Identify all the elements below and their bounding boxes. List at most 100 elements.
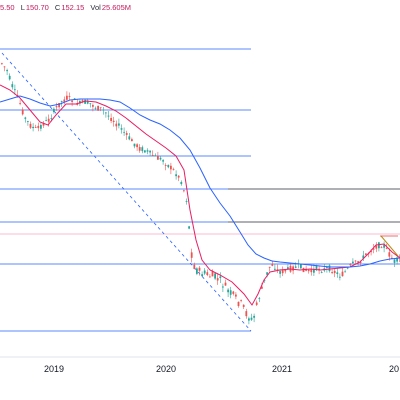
candle-body (24, 117, 27, 119)
candle-body (63, 99, 66, 102)
candle-body (162, 160, 164, 162)
x-axis: 2019 2020 2021 20 (0, 356, 400, 374)
candle-body (84, 99, 86, 104)
candle-body (237, 301, 240, 307)
candle-body (326, 267, 328, 268)
candle-body (6, 70, 8, 72)
candle-body (115, 123, 118, 127)
candle-body (266, 272, 268, 275)
candle-body (219, 276, 222, 279)
candle-body (203, 270, 206, 274)
candle-body (310, 268, 313, 273)
candle-body (271, 264, 274, 266)
candle-body (307, 269, 310, 272)
candle-body (172, 169, 175, 171)
candle-body (120, 128, 123, 130)
candle-body (385, 247, 388, 249)
x-tick-label: 2019 (44, 364, 64, 374)
candle-body (333, 270, 336, 274)
close-label: C (54, 3, 61, 12)
candle-body (131, 139, 133, 142)
candle-body (281, 269, 284, 274)
candle-body (206, 272, 209, 276)
candle-body (11, 84, 14, 88)
candle-body (32, 126, 34, 129)
vol-value: 25.605M (101, 3, 132, 12)
grid-area (0, 48, 400, 332)
open-value: 5.50 (0, 3, 15, 12)
candle-body (86, 100, 89, 104)
candle-body (99, 107, 102, 109)
candle-body (336, 272, 339, 274)
candle-body (274, 268, 276, 270)
candle-body (227, 289, 229, 293)
candle-body (370, 251, 372, 253)
candle-body (8, 75, 11, 80)
candle-body (268, 266, 271, 268)
low-value: 150.70 (25, 3, 49, 12)
fib-trend-line (1, 52, 252, 332)
candle-body (232, 291, 235, 294)
candle-body (341, 271, 344, 277)
candle-body (362, 255, 365, 259)
candle-body (344, 271, 346, 273)
candle-body (224, 282, 227, 286)
candle-body (89, 103, 92, 105)
candle-body (110, 117, 112, 122)
header-fragment: +3 (0, 0, 7, 2)
candle-body (164, 165, 167, 166)
candle-body (349, 264, 352, 266)
candle-body (222, 286, 224, 288)
candle-body (94, 107, 97, 109)
candle-body (315, 265, 318, 270)
candle-body (133, 143, 136, 147)
candle-body (180, 181, 183, 185)
candle-body (359, 262, 362, 264)
candle-body (383, 244, 385, 248)
candle-body (141, 147, 144, 152)
candle-body (242, 304, 245, 307)
candle-body (391, 257, 393, 259)
candle-body (229, 290, 232, 295)
candle-body (380, 247, 383, 249)
candle-body (198, 267, 201, 271)
candle-body (97, 105, 99, 111)
candle-body (27, 121, 29, 122)
candle-body (248, 318, 250, 321)
candle-body (255, 302, 258, 305)
candle-body (284, 269, 287, 272)
candle-body (175, 174, 177, 177)
candle-body (372, 248, 375, 250)
candle-body (253, 315, 255, 318)
candle-body (50, 118, 53, 119)
candle-body (214, 273, 216, 279)
candle-body (58, 103, 60, 108)
candle-body (157, 156, 159, 160)
candle-body (53, 108, 55, 112)
candle-body (102, 109, 105, 111)
candle-body (339, 276, 341, 278)
candle-body (177, 175, 180, 178)
ma-slow-line (0, 95, 400, 268)
candle-body (40, 124, 42, 129)
candle-body (216, 278, 219, 281)
candle-body (261, 286, 263, 289)
candle-body (47, 118, 50, 122)
candle-body (42, 123, 45, 126)
candle-body (190, 252, 193, 258)
candle-body (196, 268, 198, 274)
candle-body (68, 96, 71, 97)
candle-body (209, 276, 211, 278)
candle-body (279, 271, 281, 274)
candle-body (313, 268, 315, 273)
candle-body (346, 267, 349, 269)
candle-body (154, 155, 157, 157)
candle-body (328, 265, 331, 272)
candle-body (125, 133, 128, 135)
candle-body (146, 150, 149, 152)
candle-body (34, 127, 37, 128)
candle-body (263, 279, 266, 281)
candle-body (79, 100, 81, 104)
candle-body (37, 125, 40, 129)
